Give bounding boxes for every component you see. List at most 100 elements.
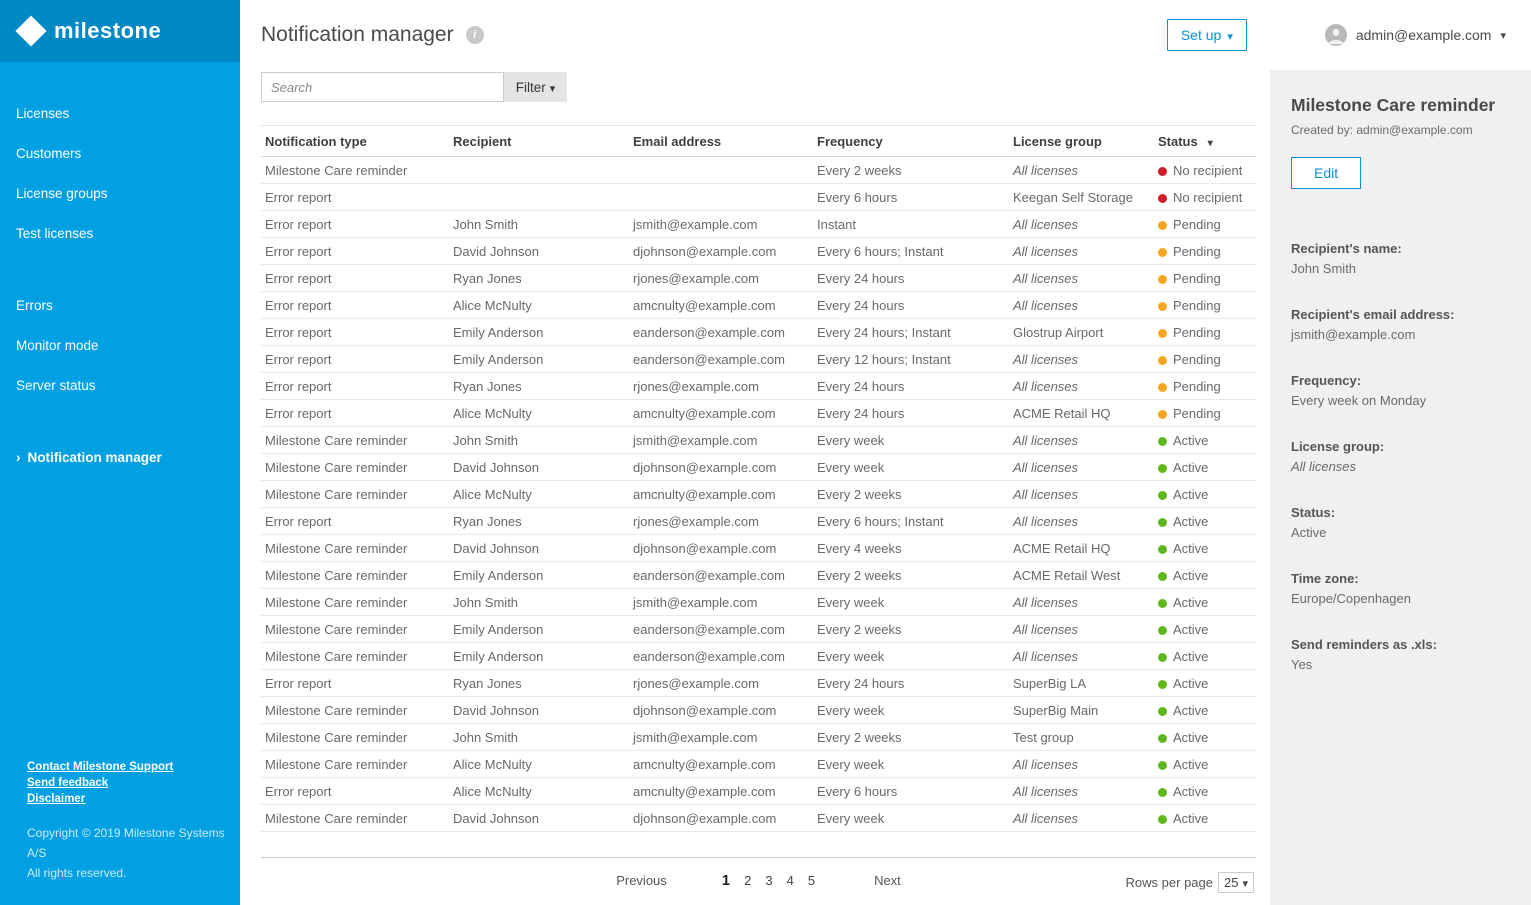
filter-button[interactable]: Filter (504, 72, 567, 102)
cell-recipient: John Smith (449, 723, 629, 751)
sort-caret-icon[interactable]: ▾ (1207, 137, 1213, 149)
cell-email: eanderson@example.com (629, 615, 813, 643)
footer-link-disclaimer[interactable]: Disclaimer (27, 793, 86, 805)
search-input[interactable] (261, 72, 504, 102)
table-row[interactable]: Error report Ryan Jones rjones@example.com… (261, 507, 1256, 535)
user-email: admin@example.com (1355, 27, 1492, 43)
cell-license-group: All licenses (1009, 426, 1154, 454)
cell-frequency: Every week (813, 750, 1009, 778)
edit-button[interactable]: Edit (1291, 157, 1362, 189)
table-row[interactable]: Error report Ryan Jones rjones@example.com… (261, 669, 1256, 697)
page-number-2[interactable]: 2 (744, 873, 752, 888)
cell-frequency: Every 2 weeks (813, 480, 1009, 508)
user-menu[interactable]: admin@example.com (1324, 24, 1506, 46)
cell-status: Active (1154, 777, 1256, 805)
sidebar-item-licenses[interactable]: Licenses (16, 106, 70, 121)
table-row[interactable]: Error report Emily Anderson eanderson@exam… (261, 318, 1256, 346)
cell-email (629, 156, 813, 184)
previous-page-button[interactable]: Previous (616, 873, 667, 888)
cell-license-group: Glostrup Airport (1009, 318, 1154, 346)
column-header-recipient: Recipient (449, 125, 629, 157)
chevron-down-icon (1500, 26, 1506, 44)
sidebar-item-notification-manager[interactable]: › Notification manager (0, 438, 240, 478)
table-row[interactable]: Error report John Smith jsmith@example.com… (261, 210, 1256, 238)
cell-frequency: Every 6 hours; Instant (813, 237, 1009, 265)
sidebar-item-customers[interactable]: Customers (16, 146, 82, 161)
sidebar-item-errors[interactable]: Errors (16, 298, 53, 313)
cell-notification-type: Error report (261, 669, 449, 697)
cell-license-group: All licenses (1009, 264, 1154, 292)
sidebar-item-test-licenses[interactable]: Test licenses (16, 226, 94, 241)
status-label: Pending (1173, 324, 1221, 340)
info-icon[interactable]: i (465, 26, 484, 44)
table-row[interactable]: Error report Alice McNulty amcnulty@exampl… (261, 777, 1256, 805)
cell-license-group: ACME Retail HQ (1009, 534, 1154, 562)
status-label: Pending (1173, 243, 1221, 259)
cell-notification-type: Error report (261, 183, 449, 211)
table-row[interactable]: Milestone Care reminder Alice McNulty amcn… (261, 750, 1256, 778)
table-row[interactable]: Milestone Care reminder David Johnson djoh… (261, 453, 1256, 481)
table-row[interactable]: Milestone Care reminder John Smith jsmith@… (261, 588, 1256, 616)
chevron-right-icon: › (16, 450, 21, 465)
table-row[interactable]: Milestone Care reminder David Johnson djoh… (261, 804, 1256, 832)
table-row[interactable]: Milestone Care reminder Emily Anderson ean… (261, 615, 1256, 643)
cell-email: eanderson@example.com (629, 345, 813, 373)
cell-frequency: Every 2 weeks (813, 723, 1009, 751)
copyright-line2: All rights reserved. (27, 866, 127, 880)
sidebar-item-monitor-mode[interactable]: Monitor mode (16, 338, 99, 353)
sidebar-item-license-groups[interactable]: License groups (16, 186, 108, 201)
table-row[interactable]: Error report Alice McNulty amcnulty@exampl… (261, 291, 1256, 319)
detail-field-recipient-s-name: Recipient's name: John Smith (1291, 239, 1511, 279)
table-row[interactable]: Milestone Care reminder Alice McNulty amcn… (261, 480, 1256, 508)
status-label: Active (1173, 783, 1209, 799)
table-row[interactable]: Milestone Care reminder John Smith jsmith@… (261, 426, 1256, 454)
table-row[interactable]: Error report David Johnson djohnson@exampl… (261, 237, 1256, 265)
cell-recipient: Alice McNulty (449, 777, 629, 805)
sidebar-footer: Contact Milestone Support Send feedback Di… (27, 761, 240, 883)
cell-license-group: All licenses (1009, 372, 1154, 400)
page-number-5[interactable]: 5 (807, 873, 816, 888)
table-row[interactable]: Milestone Care reminder David Johnson djoh… (261, 696, 1256, 724)
table-row[interactable]: Milestone Care reminder Emily Anderson ean… (261, 561, 1256, 589)
status-label: Active (1173, 621, 1209, 637)
page-number-4[interactable]: 4 (786, 873, 794, 888)
chevron-down-icon (1227, 27, 1233, 43)
table-row[interactable]: Milestone Care reminder John Smith jsmith@… (261, 723, 1256, 751)
table-row[interactable]: Error report Ryan Jones rjones@example.com… (261, 264, 1256, 292)
sidebar-item-server-status[interactable]: Server status (16, 378, 96, 393)
set-up-button[interactable]: Set up (1166, 19, 1247, 51)
rows-per-page-select[interactable]: 25 (1218, 872, 1254, 893)
sidebar-nav-group: Errors Monitor mode Server status (0, 286, 240, 406)
status-dot-icon (1158, 247, 1167, 257)
status-label: Active (1173, 567, 1209, 583)
cell-frequency: Every week (813, 453, 1009, 481)
status-label: Active (1173, 594, 1209, 610)
next-page-button[interactable]: Next (874, 873, 901, 888)
status-dot-icon (1158, 193, 1167, 203)
cell-license-group: Keegan Self Storage (1009, 183, 1154, 211)
cell-notification-type: Error report (261, 777, 449, 805)
cell-license-group: All licenses (1009, 453, 1154, 481)
cell-email: djohnson@example.com (629, 453, 813, 481)
footer-link-contact-milestone-support[interactable]: Contact Milestone Support (27, 761, 174, 773)
table-row[interactable]: Milestone Care reminder Every 2 weeks All … (261, 156, 1256, 184)
cell-status: Pending (1154, 264, 1256, 292)
table-row[interactable]: Error report Every 6 hours Keegan Self Sto… (261, 183, 1256, 211)
table-header: Notification type Recipient Email address F… (261, 125, 1256, 157)
page-number-1[interactable]: 1 (721, 872, 731, 889)
table-row[interactable]: Milestone Care reminder Emily Anderson ean… (261, 642, 1256, 670)
table-row[interactable]: Error report Alice McNulty amcnulty@exampl… (261, 399, 1256, 427)
cell-recipient: Alice McNulty (449, 750, 629, 778)
cell-status: Active (1154, 723, 1256, 751)
table-row[interactable]: Error report Emily Anderson eanderson@exam… (261, 345, 1256, 373)
table-row[interactable]: Milestone Care reminder David Johnson djoh… (261, 534, 1256, 562)
detail-field-recipient-s-email-address: Recipient's email address: jsmith@example… (1291, 305, 1511, 345)
footer-link-send-feedback[interactable]: Send feedback (27, 777, 109, 789)
page-number-3[interactable]: 3 (765, 873, 773, 888)
table-row[interactable]: Error report Ryan Jones rjones@example.com… (261, 372, 1256, 400)
cell-status: Pending (1154, 291, 1256, 319)
cell-frequency: Every week (813, 696, 1009, 724)
cell-recipient (449, 183, 629, 211)
